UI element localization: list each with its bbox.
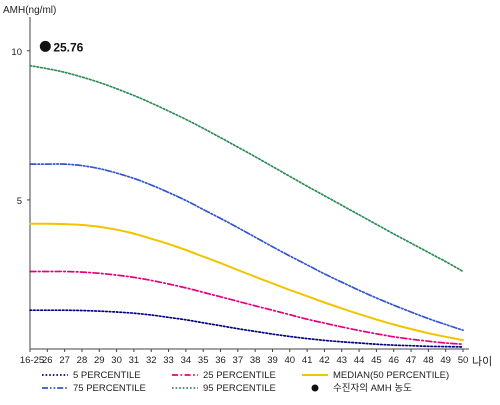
legend-label-75-percentile: 75 PERCENTILE	[73, 383, 146, 394]
legend-swatch-patient-marker	[311, 384, 319, 392]
x-tick-label: 41	[302, 355, 313, 366]
x-tick-label: 40	[285, 355, 296, 366]
x-tick-label: 33	[163, 355, 174, 366]
x-tick-label: 50	[458, 355, 469, 366]
x-tick-label: 45	[371, 355, 382, 366]
series-line-25-percentile	[29, 270, 464, 346]
legend-label-median-50-percentile: MEDIAN(50 PERCENTILE)	[333, 370, 449, 381]
x-tick-label: 30	[111, 355, 122, 366]
x-tick-label: 42	[319, 355, 330, 366]
x-tick-label: 43	[336, 355, 347, 366]
x-tick-label: 16-25	[20, 355, 44, 366]
x-tick-label: 27	[59, 355, 70, 366]
x-tick-label: 36	[215, 355, 226, 366]
legend-label-patient-marker: 수진자의 AMH 농도	[333, 383, 412, 394]
x-tick-label: 44	[354, 355, 365, 366]
x-tick-label: 34	[181, 355, 192, 366]
x-tick-label: 37	[233, 355, 244, 366]
x-tick-label: 46	[388, 355, 399, 366]
x-tick-label: 38	[250, 355, 261, 366]
y-axis-label: AMH(ng/ml)	[3, 5, 56, 16]
x-tick-label: 31	[129, 355, 140, 366]
legend-label-95-percentile: 95 PERCENTILE	[203, 383, 276, 394]
x-axis-label: 나이	[472, 355, 492, 368]
x-tick-label: 48	[423, 355, 434, 366]
series-line-95-percentile	[29, 64, 464, 273]
legend-label-25-percentile: 25 PERCENTILE	[203, 370, 276, 381]
legend-label-5-percentile: 5 PERCENTILE	[73, 370, 141, 381]
x-tick-label: 49	[440, 355, 451, 366]
series-line-75-percentile	[29, 163, 464, 332]
x-tick-label: 39	[267, 355, 278, 366]
x-tick-label: 26	[42, 355, 53, 366]
patient-amh-marker	[39, 40, 51, 52]
series-line-median-50-percentile	[29, 222, 464, 342]
x-tick-label: 28	[77, 355, 88, 366]
patient-amh-value-label: 25.76	[53, 40, 83, 54]
series-line-5-percentile	[29, 309, 464, 348]
x-tick-label: 29	[94, 355, 105, 366]
y-tick-label: 5	[17, 196, 22, 207]
x-tick-label: 47	[406, 355, 417, 366]
x-tick-label: 35	[198, 355, 209, 366]
x-tick-label: 32	[146, 355, 157, 366]
y-tick-label: 10	[11, 47, 22, 58]
